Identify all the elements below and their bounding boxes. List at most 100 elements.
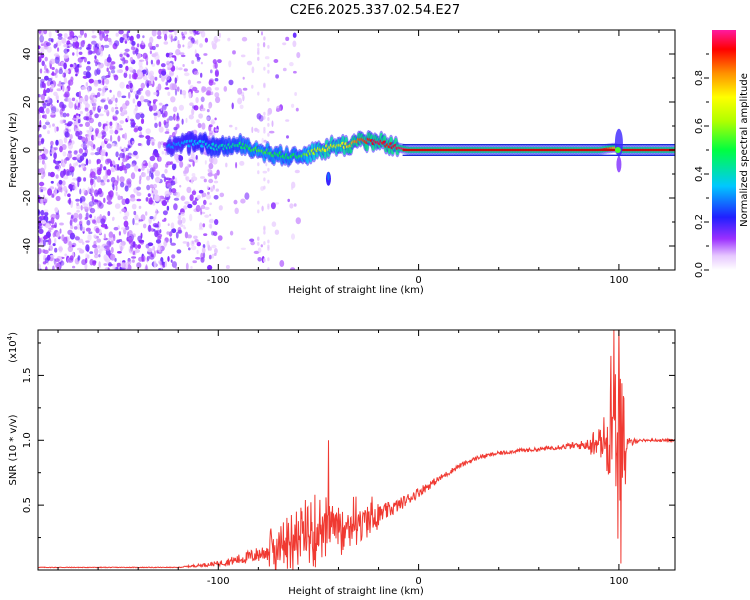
noise-speck [184,166,189,174]
noise-speck [119,53,123,58]
noise-speck [96,133,103,139]
noise-speck [101,135,105,140]
noise-speck [103,177,106,183]
noise-speck [195,155,198,160]
noise-speck [198,113,204,119]
noise-speck [63,185,67,192]
noise-speck [80,143,87,148]
noise-speck [212,132,216,137]
noise-speck [182,36,186,39]
noise-speck [75,130,80,137]
noise-speck [189,102,194,106]
noise-speck [257,162,260,167]
noise-speck [165,103,169,107]
noise-speck [42,239,46,247]
noise-speck [196,39,199,45]
noise-speck [173,203,178,211]
noise-speck [140,118,145,125]
noise-speck [85,227,91,232]
noise-speck [141,41,145,46]
noise-speck [63,54,69,59]
noise-speck [129,56,134,63]
noise-speck [267,239,270,244]
noise-speck [130,197,136,202]
noise-speck [38,56,42,63]
noise-speck [134,222,139,226]
noise-speck [181,90,187,96]
noise-speck [40,220,47,224]
noise-speck [154,114,157,121]
noise-speck [225,162,228,168]
noise-speck [68,257,74,263]
noise-speck [178,212,181,216]
noise-speck [61,37,67,44]
noise-speck [263,139,267,143]
noise-speck [123,59,129,64]
noise-speck [129,82,133,89]
noise-speck [94,47,98,54]
noise-speck [267,122,270,127]
noise-speck [185,176,188,181]
noise-speck [148,161,151,169]
noise-speck [188,114,194,120]
noise-speck [174,88,178,96]
noise-speck [192,86,198,92]
noise-speck [77,57,84,63]
noise-speck [214,39,217,45]
noise-speck [82,241,85,245]
noise-speck [260,186,265,191]
noise-speck [149,36,154,44]
noise-speck [61,104,67,109]
noise-speck [88,78,95,84]
noise-speck [98,202,104,209]
noise-speck [163,176,167,183]
noise-speck [125,100,130,106]
noise-speck [87,61,91,65]
noise-speck [134,249,140,253]
noise-speck [48,227,54,230]
noise-speck [131,140,135,145]
noise-speck [102,86,106,94]
noise-speck [72,41,76,49]
noise-speck [41,110,45,114]
noise-speck [40,138,45,145]
noise-speck [133,127,138,133]
noise-speck [70,214,74,219]
noise-speck [164,260,167,268]
noise-speck [116,124,122,129]
noise-speck [164,74,170,81]
noise-speck [97,245,101,249]
noise-speck [96,158,102,164]
noise-speck [94,151,100,156]
noise-speck [239,160,245,166]
noise-speck [135,154,139,160]
noise-speck [208,254,212,260]
noise-speck [155,43,159,48]
noise-speck [78,238,84,244]
noise-speck [139,95,145,103]
noise-speck [128,30,131,34]
noise-speck [71,97,76,102]
noise-speck [109,89,112,93]
noise-speck [195,204,201,213]
noise-speck [156,35,162,40]
noise-speck [240,54,246,58]
noise-speck [211,253,214,259]
noise-speck [265,162,268,167]
noise-speck [94,253,99,259]
noise-speck [257,42,260,47]
noise-speck [106,56,112,63]
snr-xtick-label: 0 [415,576,421,587]
noise-speck [43,209,49,213]
noise-speck [58,68,63,75]
noise-speck [263,111,266,116]
noise-speck [42,124,47,130]
noise-speck [92,244,98,249]
noise-speck [48,237,52,246]
noise-speck [99,163,103,169]
noise-speck [43,70,48,74]
noise-speck [213,195,219,200]
noise-speck [208,246,212,251]
noise-speck [106,179,110,183]
noise-speck [97,42,102,48]
